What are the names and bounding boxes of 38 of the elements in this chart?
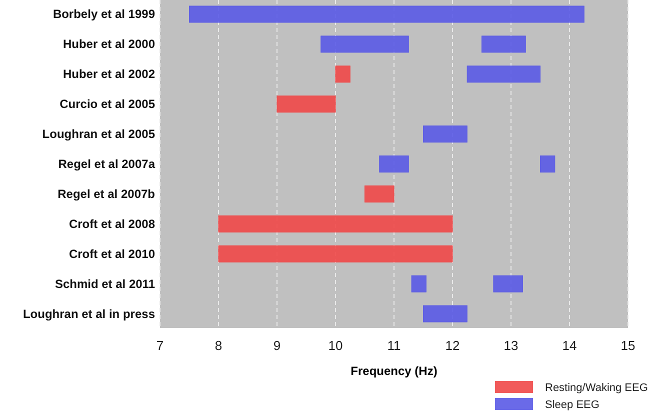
x-tick-label: 15 — [620, 338, 636, 353]
bar — [218, 215, 453, 232]
bar — [218, 245, 453, 262]
y-tick-label: Curcio et al 2005 — [60, 97, 156, 112]
bar — [379, 156, 409, 172]
bar — [482, 36, 526, 53]
x-tick-label: 14 — [562, 338, 577, 353]
bar — [364, 185, 394, 202]
bar — [189, 6, 584, 23]
x-tick-label: 8 — [214, 338, 222, 353]
x-tick-label: 13 — [504, 338, 518, 353]
bar — [423, 305, 468, 322]
x-tick-label: 11 — [387, 338, 401, 353]
x-tick-label: 10 — [328, 338, 343, 353]
y-tick-label: Croft et al 2010 — [68, 246, 156, 261]
bar — [423, 126, 468, 143]
y-tick-label: Huber et al 2000 — [62, 37, 156, 52]
x-tick-label: 9 — [273, 338, 281, 353]
x-axis-title: Frequency (Hz) — [350, 364, 438, 378]
y-tick-label: Regel et al 2007b — [58, 186, 155, 201]
y-tick-label: Croft et al 2008 — [68, 216, 156, 231]
y-tick-label: Borbely et al 1999 — [52, 7, 156, 22]
x-tick-label: 7 — [156, 338, 164, 353]
y-tick-label: Schmid et al 2011 — [54, 276, 156, 291]
bar — [320, 36, 409, 53]
legend-label: Sleep EEG — [545, 399, 600, 411]
bar — [335, 66, 350, 83]
bar — [540, 156, 556, 172]
bar — [466, 66, 540, 83]
y-tick-label: Huber et al 2002 — [62, 67, 156, 82]
y-tick-label: Loughran et al in press — [22, 306, 156, 321]
x-tick-label: 12 — [445, 338, 460, 353]
y-tick-label: Loughran et al 2005 — [42, 127, 156, 142]
bar — [276, 96, 336, 113]
legend-label: Resting/Waking EEG — [545, 382, 648, 394]
y-tick-label: Regel et al 2007a — [58, 157, 156, 171]
bar — [411, 275, 426, 292]
bar — [493, 275, 523, 292]
